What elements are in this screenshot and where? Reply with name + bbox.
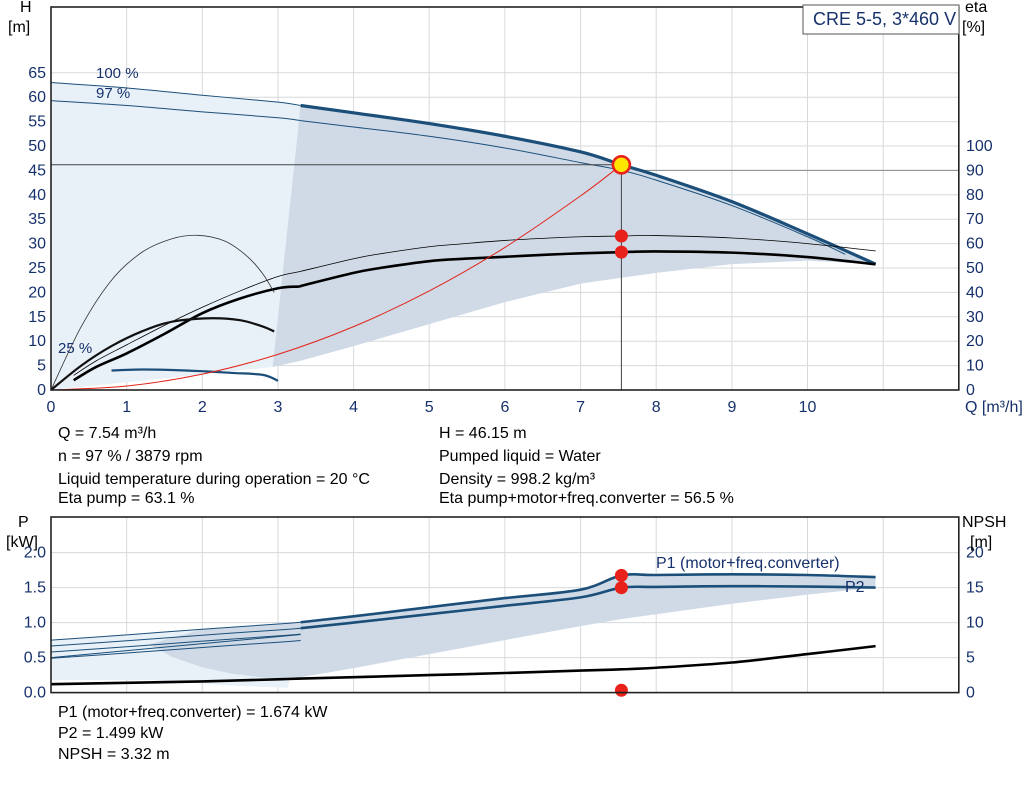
svg-text:1: 1 xyxy=(122,399,131,416)
svg-text:9: 9 xyxy=(727,399,736,416)
svg-text:P1 (motor+freq.converter): P1 (motor+freq.converter) xyxy=(656,555,840,572)
svg-text:Eta pump = 63.1 %: Eta pump = 63.1 % xyxy=(58,490,195,507)
svg-text:P1 (motor+freq.converter) = 1.: P1 (motor+freq.converter) = 1.674 kW xyxy=(58,704,328,721)
svg-text:4: 4 xyxy=(349,399,358,416)
svg-text:[m]: [m] xyxy=(970,534,992,551)
svg-text:45: 45 xyxy=(28,162,46,179)
svg-text:NPSH: NPSH xyxy=(962,514,1006,531)
svg-text:0: 0 xyxy=(966,382,975,399)
svg-text:0: 0 xyxy=(966,685,975,702)
svg-text:eta: eta xyxy=(965,0,987,16)
svg-text:5: 5 xyxy=(425,399,434,416)
svg-text:40: 40 xyxy=(28,187,46,204)
svg-text:15: 15 xyxy=(28,309,46,326)
svg-text:20: 20 xyxy=(28,284,46,301)
svg-text:2: 2 xyxy=(198,399,207,416)
svg-text:90: 90 xyxy=(966,162,984,179)
svg-text:Density = 998.2 kg/m³: Density = 998.2 kg/m³ xyxy=(439,471,596,488)
svg-text:1.5: 1.5 xyxy=(24,580,46,597)
svg-text:H = 46.15 m: H = 46.15 m xyxy=(439,425,527,442)
svg-text:15: 15 xyxy=(966,580,984,597)
svg-text:7: 7 xyxy=(576,399,585,416)
svg-text:P2 = 1.499 kW: P2 = 1.499 kW xyxy=(58,725,164,742)
svg-text:Eta pump+motor+freq.converter: Eta pump+motor+freq.converter = 56.5 % xyxy=(439,490,734,507)
svg-text:5: 5 xyxy=(37,358,46,375)
svg-text:80: 80 xyxy=(966,187,984,204)
svg-text:P: P xyxy=(18,514,29,531)
svg-text:50: 50 xyxy=(28,138,46,155)
svg-text:100: 100 xyxy=(966,138,993,155)
svg-text:30: 30 xyxy=(28,236,46,253)
svg-text:P2: P2 xyxy=(845,579,865,596)
svg-text:65: 65 xyxy=(28,65,46,82)
svg-text:0: 0 xyxy=(47,399,56,416)
svg-text:[%]: [%] xyxy=(962,19,985,36)
svg-text:10: 10 xyxy=(966,615,984,632)
svg-text:10: 10 xyxy=(966,358,984,375)
svg-text:35: 35 xyxy=(28,211,46,228)
svg-text:[m]: [m] xyxy=(8,19,30,36)
svg-text:60: 60 xyxy=(28,89,46,106)
svg-text:25 %: 25 % xyxy=(58,340,92,357)
svg-text:6: 6 xyxy=(500,399,509,416)
svg-text:Liquid temperature during oper: Liquid temperature during operation = 20… xyxy=(58,471,370,488)
svg-text:Q = 7.54 m³/h: Q = 7.54 m³/h xyxy=(58,425,156,442)
svg-text:25: 25 xyxy=(28,260,46,277)
svg-text:60: 60 xyxy=(966,236,984,253)
svg-text:1.0: 1.0 xyxy=(24,615,46,632)
svg-text:70: 70 xyxy=(966,211,984,228)
svg-text:8: 8 xyxy=(652,399,661,416)
svg-text:3: 3 xyxy=(274,399,283,416)
svg-text:0.0: 0.0 xyxy=(24,685,46,702)
svg-text:Q [m³/h]: Q [m³/h] xyxy=(965,399,1023,416)
svg-text:Pumped liquid = Water: Pumped liquid = Water xyxy=(439,448,601,465)
svg-text:5: 5 xyxy=(966,650,975,667)
svg-text:50: 50 xyxy=(966,260,984,277)
svg-text:NPSH = 3.32 m: NPSH = 3.32 m xyxy=(58,746,170,763)
svg-text:20: 20 xyxy=(966,333,984,350)
svg-text:H: H xyxy=(20,0,32,16)
svg-text:40: 40 xyxy=(966,284,984,301)
svg-text:n = 97 % / 3879 rpm: n = 97 % / 3879 rpm xyxy=(58,448,203,465)
svg-text:10: 10 xyxy=(799,399,817,416)
svg-text:CRE 5-5, 3*460 V: CRE 5-5, 3*460 V xyxy=(813,9,956,29)
svg-text:0: 0 xyxy=(37,382,46,399)
svg-text:100 %: 100 % xyxy=(96,65,139,82)
svg-text:55: 55 xyxy=(28,114,46,131)
svg-text:0.5: 0.5 xyxy=(24,650,46,667)
svg-text:10: 10 xyxy=(28,333,46,350)
svg-text:[kW]: [kW] xyxy=(6,534,38,551)
svg-text:97 %: 97 % xyxy=(96,85,130,102)
svg-text:30: 30 xyxy=(966,309,984,326)
